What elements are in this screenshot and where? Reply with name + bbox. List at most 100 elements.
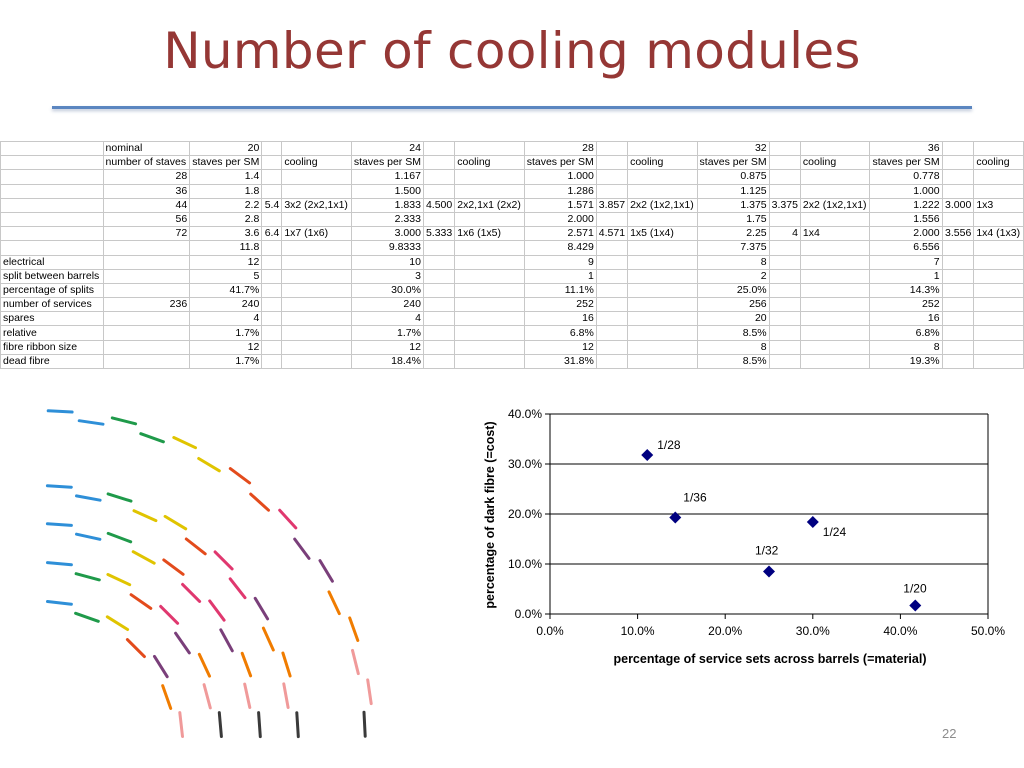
table-cell bbox=[281, 353, 352, 370]
stave-segment bbox=[197, 457, 221, 473]
table-cell bbox=[799, 282, 871, 299]
table-cell: percentage of splits bbox=[0, 282, 104, 299]
table-cell bbox=[627, 254, 698, 270]
table-cell bbox=[422, 254, 456, 270]
table-cell bbox=[422, 211, 456, 228]
table-cell: 1.7% bbox=[189, 353, 263, 370]
table-cell bbox=[454, 211, 525, 228]
table-cell bbox=[281, 282, 352, 299]
table-cell bbox=[799, 339, 871, 355]
table-cell: 3.857 bbox=[595, 197, 629, 213]
table-cell bbox=[281, 183, 352, 199]
table-cell: 1x7 (1x6) bbox=[281, 226, 352, 242]
stave-segment bbox=[197, 652, 211, 678]
stave-segment bbox=[163, 514, 188, 531]
table-cell bbox=[102, 353, 191, 370]
table-cell bbox=[281, 268, 352, 284]
table-cell: 0.778 bbox=[869, 169, 943, 185]
table-cell bbox=[973, 240, 1024, 256]
table-cell bbox=[595, 211, 629, 228]
stave-segment bbox=[362, 710, 367, 738]
table-cell: 20 bbox=[696, 311, 770, 327]
table-cell: 6.8% bbox=[869, 325, 943, 341]
stave-segment bbox=[213, 550, 234, 571]
table-cell bbox=[422, 169, 456, 185]
table-cell: staves per SM bbox=[189, 155, 263, 171]
x-tick-label: 50.0% bbox=[971, 624, 1005, 638]
table-cell: 12 bbox=[350, 339, 424, 355]
table-cell bbox=[627, 211, 698, 228]
table-cell bbox=[973, 325, 1024, 341]
slide-title: Number of cooling modules bbox=[163, 22, 861, 80]
table-cell bbox=[973, 311, 1024, 327]
table-cell: number of staves bbox=[102, 155, 191, 171]
table-cell bbox=[454, 183, 525, 199]
stave-segment bbox=[161, 684, 173, 710]
table-cell bbox=[799, 169, 871, 185]
table-cell bbox=[102, 311, 191, 327]
table-cell: 1.8 bbox=[189, 183, 263, 199]
table-cell bbox=[768, 339, 801, 355]
table-row: 36 1.8 1.500 1.286 1.125 1.000 bbox=[0, 183, 1024, 199]
table-cell bbox=[768, 353, 801, 370]
stave-segment bbox=[159, 604, 180, 625]
table-cell bbox=[281, 169, 352, 185]
table-cell bbox=[973, 353, 1024, 370]
table-cell: 36 bbox=[102, 183, 191, 199]
y-tick-label: 30.0% bbox=[508, 457, 542, 471]
table-row: 72 3.6 6.4 1x7 (1x6) 3.000 5.333 1x6 (1x5) 2.57… bbox=[0, 226, 1024, 242]
table-cell: 2 bbox=[696, 268, 770, 284]
table-cell: cooling bbox=[973, 155, 1024, 171]
table-cell bbox=[973, 211, 1024, 228]
x-tick-label: 0.0% bbox=[536, 624, 564, 638]
data-point bbox=[641, 449, 654, 461]
table-cell: 0.875 bbox=[696, 169, 770, 185]
table-row: nominal 20 24 28 32 36 bbox=[0, 140, 1024, 157]
table-cell bbox=[422, 240, 456, 256]
table-cell bbox=[595, 183, 629, 199]
y-tick-label: 10.0% bbox=[508, 557, 542, 571]
table-cell bbox=[768, 282, 801, 299]
table-cell bbox=[281, 311, 352, 327]
table-cell bbox=[261, 240, 283, 256]
table-cell: 1.833 bbox=[350, 197, 424, 213]
table-cell: 12 bbox=[523, 339, 597, 355]
table-cell bbox=[454, 311, 525, 327]
table-cell: 1.222 bbox=[869, 197, 943, 213]
table-cell: split between barrels bbox=[0, 268, 104, 284]
table-cell: 44 bbox=[102, 197, 191, 213]
table-row: 56 2.8 2.333 2.000 1.75 1.556 bbox=[0, 211, 1024, 228]
table-cell bbox=[281, 325, 352, 341]
table-cell: 31.8% bbox=[523, 353, 597, 370]
table-cell bbox=[454, 325, 525, 341]
table-cell bbox=[973, 282, 1024, 299]
table-cell bbox=[768, 211, 801, 228]
table-cell bbox=[941, 325, 975, 341]
table-cell: 12 bbox=[189, 339, 263, 355]
table-cell: 236 bbox=[102, 297, 191, 313]
stave-segment bbox=[327, 590, 341, 616]
table-cell bbox=[768, 169, 801, 185]
stave-segment bbox=[295, 711, 300, 739]
table-cell: 1.571 bbox=[523, 197, 597, 213]
table-cell bbox=[768, 240, 801, 256]
stave-segment bbox=[348, 616, 360, 642]
table-cell bbox=[941, 183, 975, 199]
table-cell bbox=[595, 268, 629, 284]
table-cell bbox=[973, 183, 1024, 199]
stave-segment bbox=[75, 494, 102, 502]
table-cell bbox=[422, 268, 456, 284]
table-cell: staves per SM bbox=[350, 155, 424, 171]
table-cell bbox=[768, 140, 801, 157]
table-cell bbox=[281, 339, 352, 355]
table-cell: 1.125 bbox=[696, 183, 770, 199]
stave-segment bbox=[281, 651, 292, 678]
table-cell: 8 bbox=[696, 254, 770, 270]
table-cell bbox=[595, 297, 629, 313]
table-cell: 8 bbox=[696, 339, 770, 355]
stave-segment bbox=[129, 593, 153, 610]
table-cell: 6.4 bbox=[261, 226, 283, 242]
table-cell: 1.000 bbox=[523, 169, 597, 185]
x-tick-label: 30.0% bbox=[796, 624, 830, 638]
table-cell bbox=[627, 297, 698, 313]
